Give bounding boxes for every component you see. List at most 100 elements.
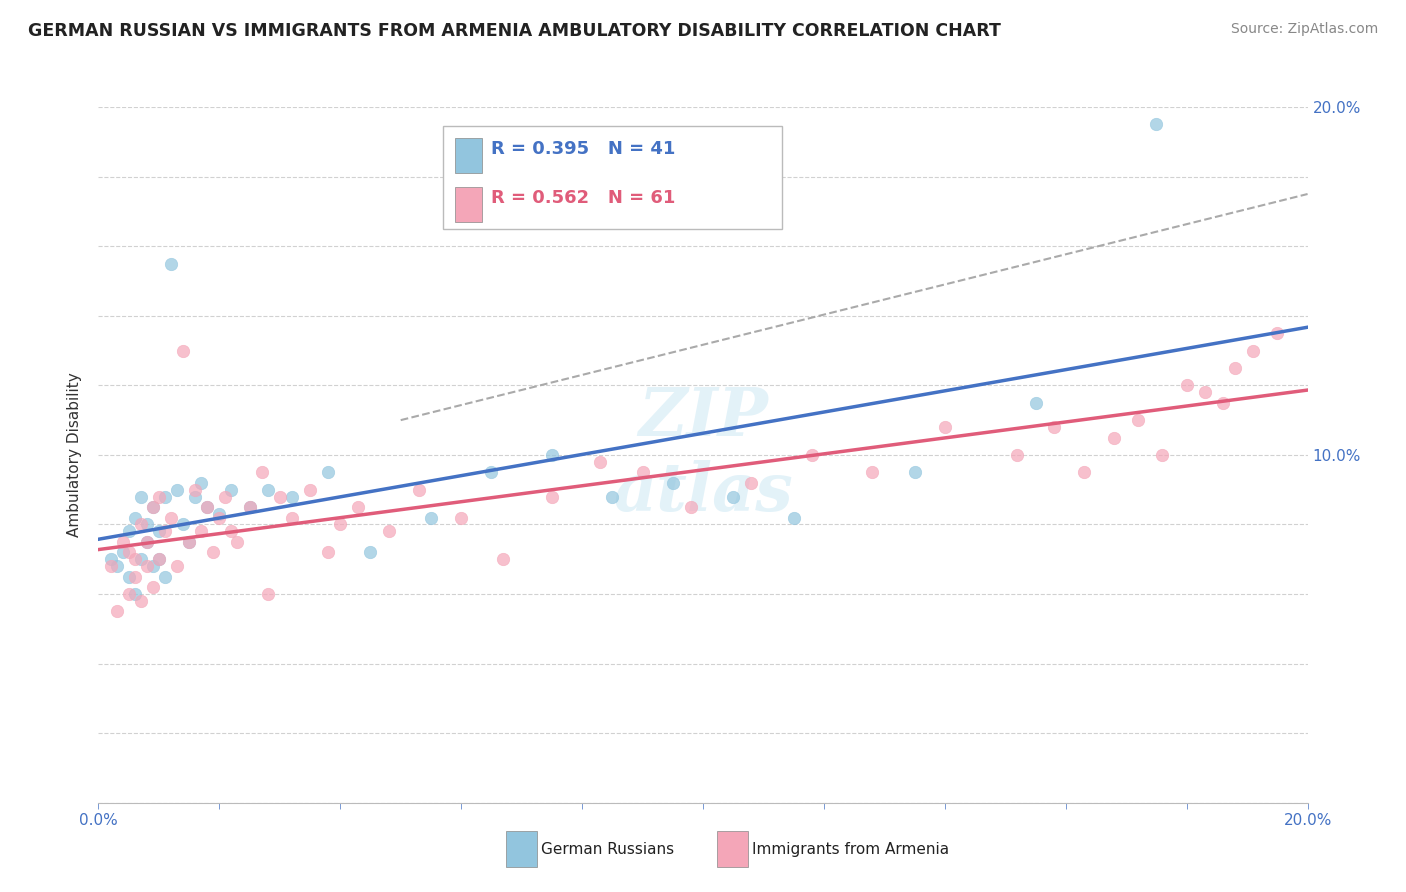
Point [135,517,157,532]
Point [1102,431,1125,445]
Point [299,483,322,497]
Point [153,490,176,504]
Point [166,559,188,574]
Point [129,594,152,608]
Point [281,490,304,504]
Point [1073,466,1095,480]
Point [934,420,956,434]
Point [250,466,273,480]
FancyBboxPatch shape [456,138,482,173]
Point [190,475,212,490]
Point [481,466,503,480]
Point [221,524,243,539]
Point [1144,117,1167,131]
Point [124,552,146,566]
Point [184,483,207,497]
Point [800,448,823,462]
Point [208,507,231,521]
Point [124,570,146,584]
Text: R = 0.395   N = 41: R = 0.395 N = 41 [492,140,676,159]
Point [631,466,654,480]
Point [214,490,236,504]
Point [142,500,165,514]
Point [105,559,128,574]
Point [860,466,883,480]
Point [100,552,122,566]
Point [347,500,370,514]
Point [329,517,352,532]
Point [602,490,624,504]
Point [221,483,243,497]
Text: German Russians: German Russians [541,842,675,856]
Point [184,490,207,504]
Point [783,510,806,524]
Point [202,545,225,559]
Point [148,490,170,504]
Point [129,552,152,566]
Point [179,534,201,549]
Point [195,500,218,514]
Point [1267,326,1289,340]
Point [111,534,134,549]
Point [1152,448,1174,462]
Point [256,587,278,601]
Point [135,534,157,549]
Point [1175,378,1198,392]
Point [1024,396,1046,410]
Point [450,510,472,524]
Point [239,500,262,514]
Point [129,490,152,504]
Point [160,510,183,524]
Point [172,517,194,532]
Point [740,475,762,490]
Point [142,559,165,574]
Point [1223,360,1246,375]
Point [1042,420,1064,434]
Point [239,500,262,514]
FancyBboxPatch shape [443,126,782,229]
Point [118,524,141,539]
Point [148,552,170,566]
Point [166,483,188,497]
Point [1212,396,1234,410]
Point [420,510,443,524]
Point [408,483,430,497]
Point [124,510,146,524]
Point [281,510,304,524]
Point [129,517,152,532]
Text: GERMAN RUSSIAN VS IMMIGRANTS FROM ARMENIA AMBULATORY DISABILITY CORRELATION CHAR: GERMAN RUSSIAN VS IMMIGRANTS FROM ARMENI… [28,22,1001,40]
Text: Source: ZipAtlas.com: Source: ZipAtlas.com [1230,22,1378,37]
Point [269,490,291,504]
Point [679,500,702,514]
Point [105,605,128,619]
Point [226,534,249,549]
Point [316,545,339,559]
Point [124,587,146,601]
Point [662,475,685,490]
Point [148,524,170,539]
Point [100,559,122,574]
Point [492,552,515,566]
Point [160,256,183,270]
Point [118,587,141,601]
Point [360,545,382,559]
Text: R = 0.562   N = 61: R = 0.562 N = 61 [492,189,676,207]
Text: Immigrants from Armenia: Immigrants from Armenia [752,842,949,856]
Point [1007,448,1029,462]
Point [111,545,134,559]
Point [179,534,201,549]
Point [135,534,157,549]
Point [142,580,165,594]
Point [377,524,399,539]
Point [148,552,170,566]
Point [142,500,165,514]
Point [153,570,176,584]
Point [1241,343,1264,358]
Point [256,483,278,497]
Point [589,455,612,469]
Point [190,524,212,539]
Point [118,570,141,584]
Point [172,343,194,358]
Point [118,545,141,559]
Point [135,559,157,574]
